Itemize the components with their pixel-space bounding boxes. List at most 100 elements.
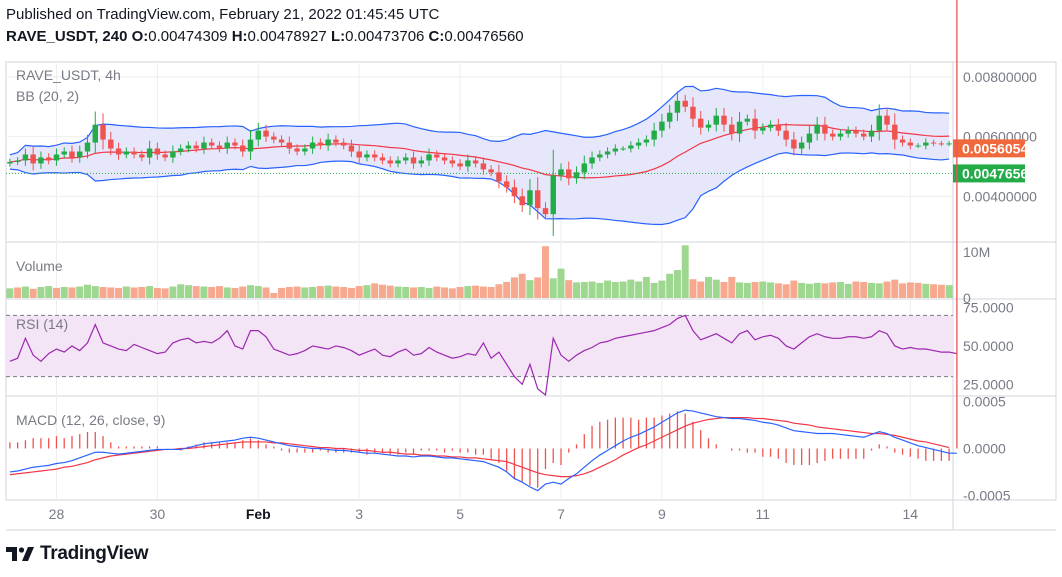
candle-body (302, 148, 308, 152)
candle (511, 179, 518, 204)
volume-bar (697, 281, 705, 298)
candle-body (674, 100, 681, 113)
volume-bar (534, 277, 542, 298)
volume-bar (394, 286, 402, 298)
candle (907, 138, 914, 150)
candle (868, 124, 875, 142)
candle (496, 164, 502, 189)
candle-body (154, 148, 161, 155)
candle (519, 188, 525, 213)
candle-body (597, 154, 603, 158)
candle-body (255, 130, 261, 140)
candle (208, 138, 215, 150)
candle (92, 111, 98, 154)
candle-body (566, 169, 572, 179)
candle-body (488, 169, 494, 173)
candle-body (535, 190, 541, 209)
price-badge-bg (953, 164, 1025, 183)
candle-body (573, 172, 580, 179)
candle (53, 148, 60, 166)
volume-bar (503, 281, 511, 298)
candle (566, 161, 572, 186)
candle-body (371, 154, 378, 158)
candle (729, 116, 735, 141)
volume-bar (751, 281, 759, 298)
candle-body (53, 154, 60, 161)
open-value: 0.00474309 (148, 28, 228, 45)
volume-bar (146, 286, 154, 298)
volume-bar (293, 286, 301, 298)
time-axis-label: 3 (355, 506, 363, 522)
candle (395, 156, 401, 168)
low-label: L: (330, 28, 346, 45)
volume-bar (565, 280, 573, 298)
candle-body (309, 142, 316, 149)
volume-bar (495, 284, 503, 298)
volume-bar (580, 281, 588, 298)
candle (317, 138, 324, 150)
candle (604, 147, 611, 159)
candle (635, 138, 642, 150)
candle (14, 157, 21, 166)
candle-body (814, 124, 820, 134)
volume-bar (177, 284, 185, 298)
volume-bar (153, 287, 161, 298)
candle-body (294, 148, 300, 152)
candle-body (123, 151, 130, 155)
candle (177, 144, 184, 156)
candle-body (271, 136, 277, 140)
volume-bar (417, 287, 425, 298)
volume-bar (91, 286, 99, 298)
candle (61, 147, 67, 159)
candle (7, 158, 13, 167)
candle (38, 151, 44, 169)
time-axis-label: Feb (246, 506, 271, 522)
candle (806, 125, 813, 150)
candle-body (379, 157, 386, 161)
candle (185, 141, 192, 153)
volume-bar (239, 286, 247, 298)
volume-bar (588, 281, 596, 298)
candle (488, 165, 494, 177)
candle-body (643, 139, 650, 143)
volume-bar (161, 288, 169, 298)
candle (892, 113, 898, 150)
candle (426, 148, 432, 166)
candle-body (853, 130, 859, 134)
volume-bar (518, 273, 526, 298)
candle-body (604, 151, 611, 155)
volume-bar (479, 286, 487, 298)
candle-body (705, 124, 712, 128)
candle (783, 122, 789, 147)
volume-bar (852, 281, 860, 298)
tradingview-logo[interactable]: TradingView (6, 543, 149, 565)
volume-bar (813, 282, 821, 298)
volume-bar (371, 283, 379, 298)
candle (558, 163, 564, 181)
candle-body (208, 142, 215, 146)
candle (597, 150, 603, 162)
candle-body (472, 160, 479, 164)
volume-bar (619, 281, 627, 298)
candle (527, 178, 533, 216)
volume-bar (76, 286, 84, 298)
price-tick-label: 0.00800000 (963, 69, 1037, 85)
candle-body (527, 190, 533, 206)
candle (379, 153, 386, 165)
macd-tick-label: -0.0005 (963, 487, 1011, 503)
volume-bar (231, 287, 239, 298)
macd-tick-label: 0.0000 (963, 441, 1006, 457)
candle (154, 142, 161, 160)
volume-bar (138, 287, 146, 298)
candle (340, 138, 347, 150)
candle (309, 136, 316, 154)
candle (861, 129, 867, 141)
candle (387, 156, 393, 168)
volume-bar (208, 287, 216, 298)
candle (193, 141, 199, 153)
volume-bar (285, 287, 293, 298)
candle-body (340, 142, 347, 146)
volume-bar (627, 279, 635, 298)
candle-body (503, 181, 510, 188)
